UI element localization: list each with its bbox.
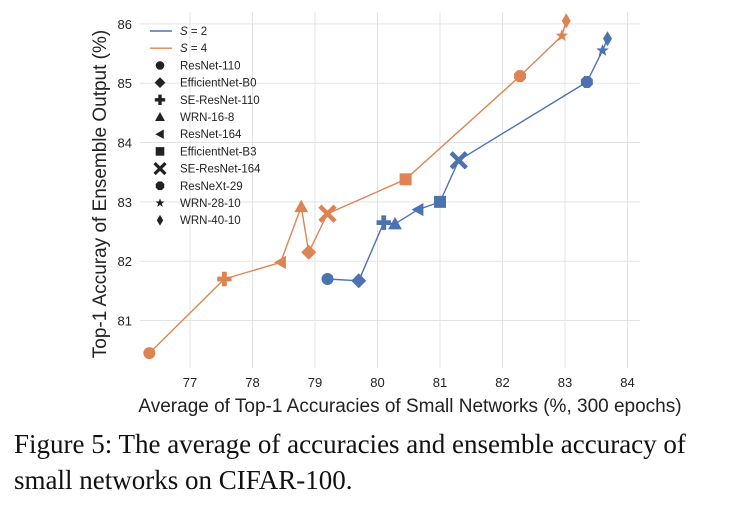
x-tick-label: 80 (370, 375, 384, 390)
y-tick-label: 86 (118, 17, 132, 32)
point-s4-resnet-110 (143, 347, 156, 360)
point-s2-resnet-110 (321, 273, 334, 285)
point-s2-se-resnet-110 (376, 215, 391, 230)
legend-marker-resnet-110 (155, 61, 165, 70)
legend-model-label: WRN-28-10 (180, 198, 241, 210)
y-tick-label: 84 (118, 136, 132, 151)
point-s2-se-resnet-164 (449, 151, 468, 170)
legend: S = 2 S = 4 ResNet-110 EfficientNet-B0 SE-Re… (150, 26, 261, 227)
point-s4-se-resnet-164 (318, 204, 337, 223)
point-s2-resnet-164 (411, 202, 424, 217)
point-s4-resnext-29 (514, 70, 526, 83)
legend-model-label: SE-ResNet-110 (180, 95, 260, 107)
legend-marker-wrn-40-10 (156, 214, 164, 226)
y-tick-label: 81 (118, 314, 132, 329)
legend-model-label: WRN-16-8 (180, 112, 234, 124)
point-s2-wrn-40-10 (603, 31, 612, 47)
legend-model-label: ResNet-164 (180, 129, 242, 141)
legend-model-label: WRN-40-10 (180, 215, 241, 227)
legend-marker-wrn-28-10 (155, 198, 165, 207)
point-s2-resnext-29 (580, 76, 593, 89)
legend-model-label: EfficientNet-B0 (180, 78, 257, 90)
x-tick-label: 78 (245, 375, 259, 390)
ensemble-accuracy-chart: 77 78 79 80 81 82 83 84 81 82 83 84 85 86 Average of T… (90, 12, 682, 417)
x-tick-label: 82 (495, 375, 509, 390)
x-tick-label: 84 (620, 375, 634, 390)
grid-lines (140, 12, 640, 368)
series-line-s2 (327, 38, 609, 282)
point-s4-wrn-28-10 (555, 29, 569, 42)
legend-series-label: S = 4 (180, 43, 208, 55)
legend-model-label: EfficientNet-B3 (180, 146, 257, 158)
data-markers (143, 13, 612, 360)
y-tick-label: 83 (118, 195, 132, 210)
legend-model-label: ResNet-110 (180, 60, 241, 72)
point-s2-efficientnet-b3 (434, 195, 446, 208)
legend-model-label: ResNeXt-29 (180, 181, 243, 193)
point-s4-se-resnet-110 (217, 271, 232, 287)
legend-marker-resnext-29 (155, 181, 165, 191)
point-s2-wrn-28-10 (596, 43, 609, 56)
figure-caption: Figure 5: The average of accuracies and … (14, 429, 686, 495)
point-s2-efficientnet-b0 (351, 273, 367, 289)
point-s4-resnet-164 (274, 255, 286, 269)
axes: 77 78 79 80 81 82 83 84 81 82 83 84 85 86 Average of T… (90, 17, 682, 417)
y-tick-label: 85 (118, 76, 132, 91)
point-s4-efficientnet-b0 (301, 244, 317, 260)
x-axis-title: Average of Top-1 Accuracies of Small Net… (138, 396, 681, 417)
point-s2-wrn-16-8 (388, 216, 402, 230)
legend-series-label: S = 2 (180, 26, 207, 38)
legend-marker-wrn-16-8 (155, 112, 165, 121)
x-tick-label: 81 (433, 375, 447, 390)
legend-marker-efficientnet-b3 (155, 147, 165, 156)
point-s4-efficientnet-b3 (399, 173, 412, 186)
point-s4-wrn-40-10 (561, 13, 571, 29)
legend-marker-se-resnet-164 (153, 162, 167, 176)
series-lines (148, 20, 609, 354)
series-line-s4 (148, 20, 567, 354)
legend-marker-se-resnet-110 (154, 94, 166, 105)
legend-marker-resnet-164 (155, 129, 164, 139)
x-tick-label: 79 (308, 375, 322, 390)
x-tick-label: 77 (183, 375, 197, 390)
x-tick-label: 83 (558, 375, 572, 390)
y-tick-label: 82 (118, 254, 132, 269)
legend-model-label: SE-ResNet-164 (180, 164, 261, 176)
y-axis-title: Top-1 Accuray of Ensemble Output (%) (90, 30, 111, 358)
legend-marker-efficientnet-b0 (154, 77, 166, 88)
point-s4-wrn-16-8 (294, 199, 309, 213)
